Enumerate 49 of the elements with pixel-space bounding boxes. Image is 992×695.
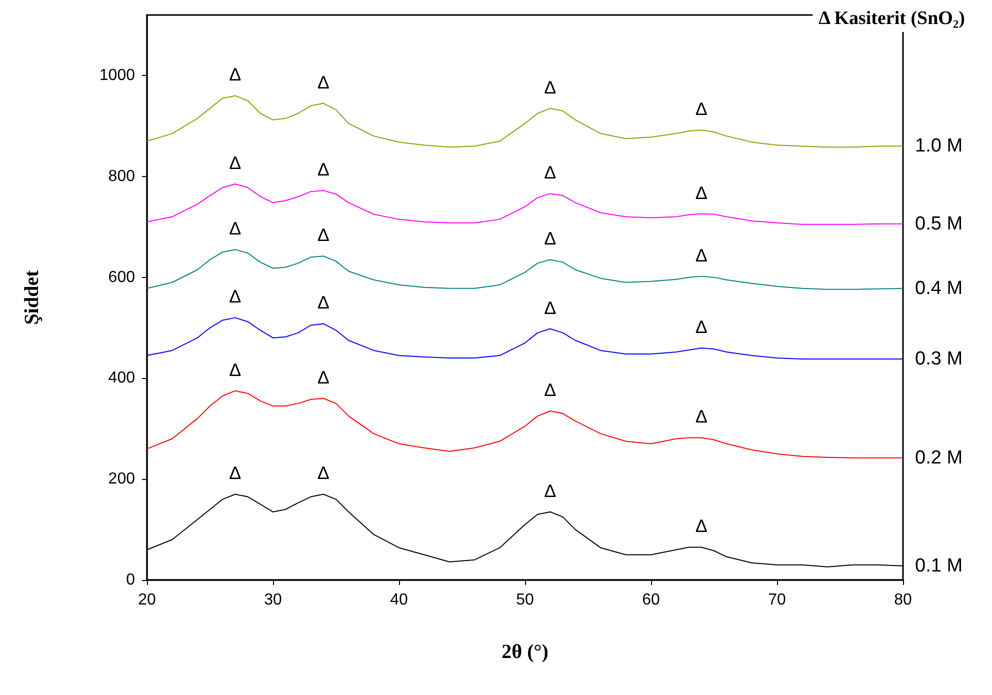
y-tick-label: 400 [108, 370, 136, 387]
annotation: Δ [695, 245, 708, 266]
x-axis-title: 2θ (°) [502, 641, 548, 663]
y-tick-label: 600 [108, 268, 136, 286]
annotation: Δ [317, 225, 330, 246]
line-series [146, 317, 904, 360]
y-tick-label: 1000 [99, 67, 136, 84]
annotation: Δ [229, 286, 242, 307]
annotation: Δ [229, 463, 242, 484]
line-series [146, 95, 904, 148]
annotation: Δ [695, 406, 708, 427]
series-label: 0.2 M [915, 447, 963, 468]
y-tick-label: 800 [108, 168, 136, 185]
series-label: 0.4 M [915, 278, 963, 299]
series-label: 1.0 M [915, 136, 963, 157]
x-tick-label: 70 [768, 592, 786, 608]
annotation: Δ [229, 218, 242, 239]
annotation: Δ [695, 99, 708, 120]
x-tick-label: 30 [264, 592, 282, 608]
annotation: Δ [544, 77, 556, 98]
annotation: Δ [229, 360, 242, 380]
annotation: Δ [229, 152, 242, 173]
x-tick-label: 40 [390, 592, 408, 608]
annotation: Δ [544, 480, 556, 501]
y-tick-label: 200 [108, 470, 136, 488]
series-label: 0.3 M [915, 348, 963, 370]
annotation: Δ [695, 516, 708, 536]
annotation: Δ [544, 162, 556, 183]
annotation: Δ [544, 380, 556, 400]
y-axis-title: Şiddet [21, 270, 43, 325]
series-label: 0.5 M [915, 213, 963, 234]
annotation: Δ [317, 463, 330, 484]
annotation: Δ [317, 160, 330, 180]
x-tick-label: 60 [642, 592, 660, 608]
annotation: Δ [544, 228, 556, 249]
annotation: Δ [317, 292, 330, 313]
annotation: Δ [544, 298, 556, 318]
series-label: 0.1 M [915, 555, 963, 576]
annotation: Δ [317, 72, 330, 92]
annotation: Δ [695, 182, 708, 203]
x-tick-label: 50 [516, 592, 534, 608]
x-tick-label: 80 [894, 592, 912, 608]
x-tick-label: 20 [138, 592, 156, 608]
annotation: Δ [229, 64, 242, 85]
line-series [146, 249, 904, 290]
y-tick-label: 0 [126, 572, 136, 588]
annotation: Δ [695, 316, 708, 337]
annotation: Δ [317, 367, 330, 388]
annotation: Δ Kasiterit (SnO₂) [818, 8, 965, 29]
